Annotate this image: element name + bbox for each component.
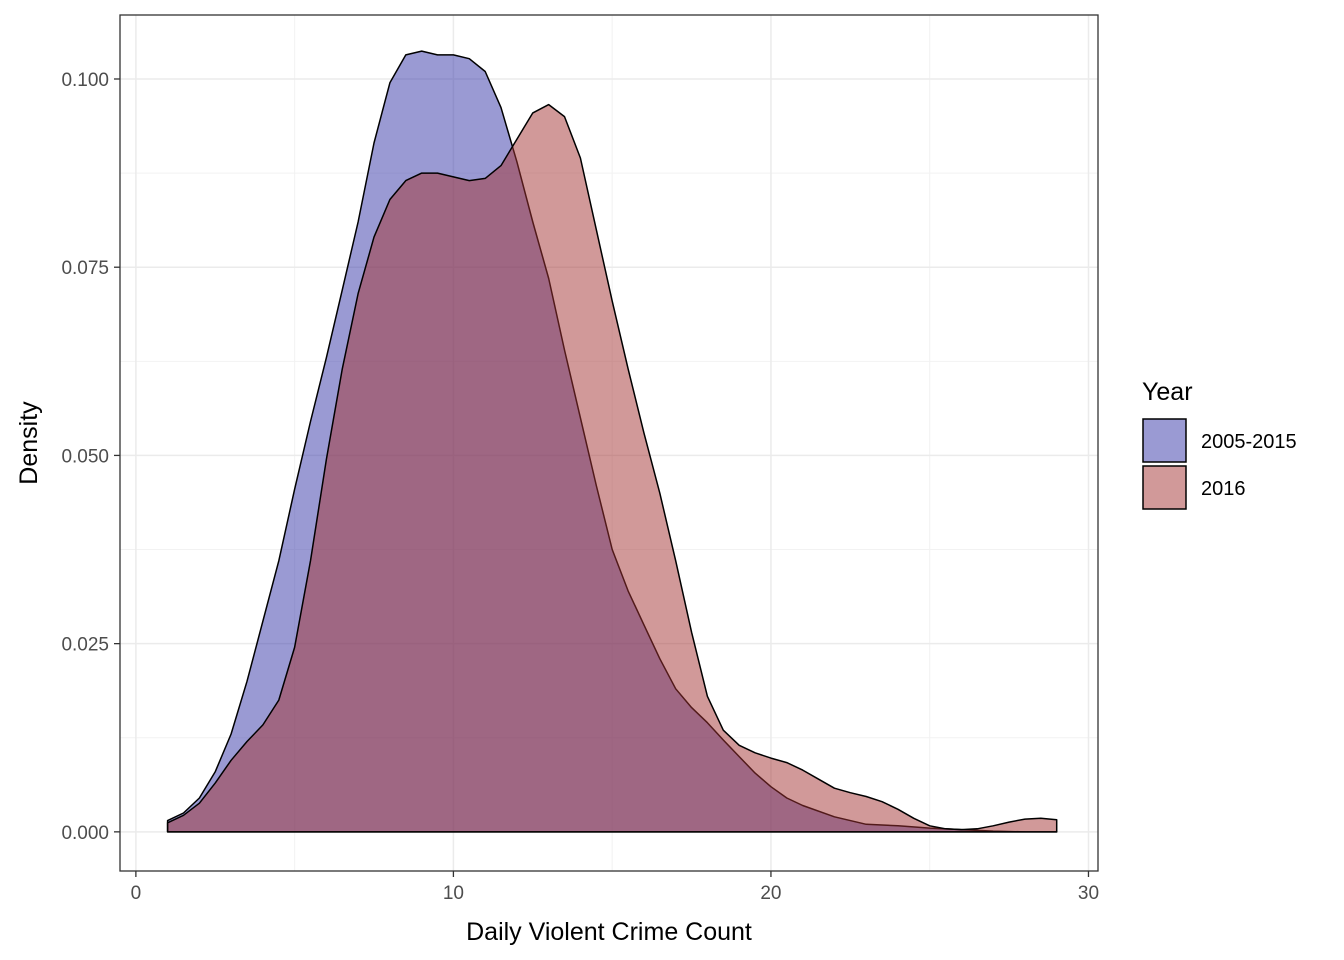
plot-area	[119, 14, 1099, 872]
density-areas	[166, 50, 1058, 833]
x-tick-label: 10	[443, 883, 464, 904]
y-axis-title: Density	[15, 401, 43, 485]
x-tick-label: 20	[760, 883, 781, 904]
y-tick-label: 0.025	[61, 635, 109, 656]
legend-key-swatch	[1142, 465, 1187, 510]
legend: Year 2005-2015 2016	[1142, 378, 1297, 510]
y-tick-label: 0.075	[61, 258, 109, 279]
x-tick-label: 30	[1078, 883, 1099, 904]
y-axis: 0.000 0.025 0.050 0.075 0.100	[61, 70, 120, 844]
legend-label: 2005-2015	[1201, 431, 1297, 453]
x-tick-label: 0	[131, 883, 142, 904]
x-axis-title: Daily Violent Crime Count	[466, 918, 752, 946]
x-axis: 0 10 20 30	[131, 871, 1099, 904]
y-tick-label: 0.000	[61, 823, 109, 844]
legend-label: 2016	[1201, 478, 1246, 500]
panel-border	[119, 14, 1099, 872]
legend-key-swatch	[1142, 418, 1187, 463]
y-tick-label: 0.100	[61, 70, 109, 91]
y-tick-label: 0.050	[61, 446, 109, 467]
legend-title: Year	[1142, 378, 1193, 406]
density-area-series-2	[166, 103, 1058, 833]
legend-items: 2005-2015 2016	[1142, 418, 1297, 510]
